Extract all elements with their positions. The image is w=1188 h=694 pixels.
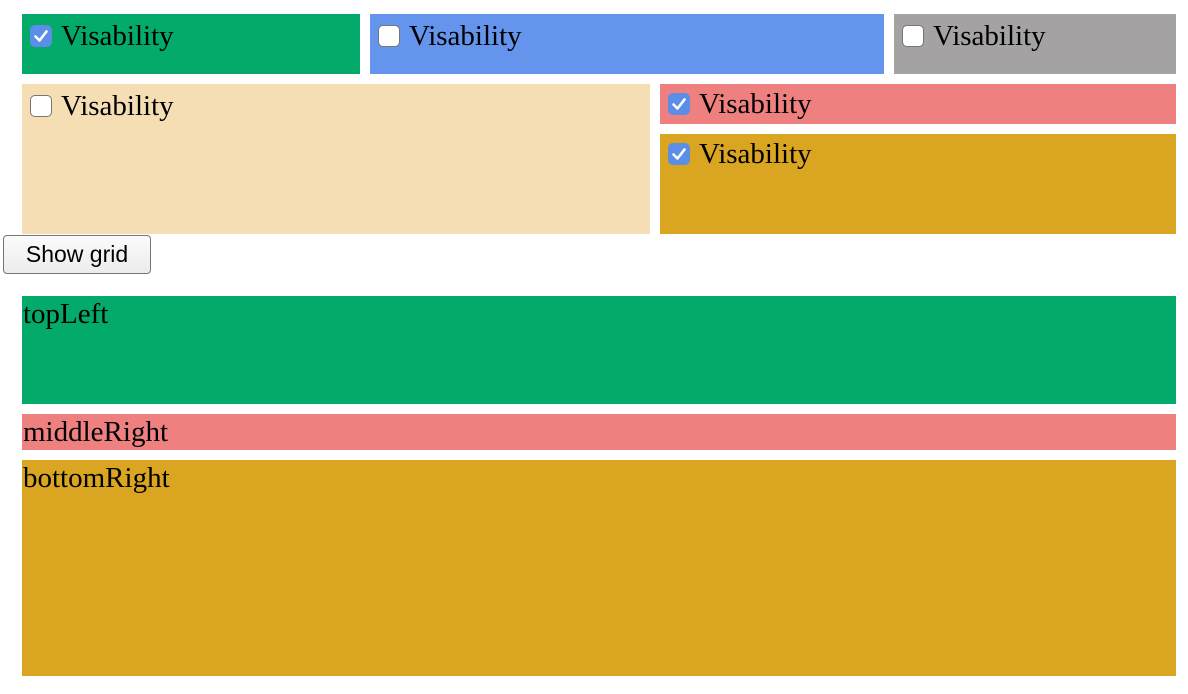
checkmark-icon <box>672 98 686 110</box>
middle-right-visibility-toggle[interactable]: Visability <box>668 87 812 121</box>
grid-area-middle-right: middleRight <box>22 414 1176 450</box>
middle-left-checkbox[interactable] <box>30 95 52 117</box>
bottom-right-visibility-label: Visability <box>699 138 812 170</box>
top-middle-panel: Visability <box>370 14 884 74</box>
grid-area-bottom-right: bottomRight <box>22 460 1176 676</box>
top-right-panel: Visability <box>894 14 1176 74</box>
bottom-right-panel: Visability <box>660 134 1176 234</box>
grid-area-top-left: topLeft <box>22 296 1176 404</box>
top-middle-visibility-label: Visability <box>409 20 522 52</box>
bottom-right-checkbox[interactable] <box>668 143 690 165</box>
top-left-panel: Visability <box>22 14 360 74</box>
bottom-right-visibility-toggle[interactable]: Visability <box>668 137 812 171</box>
middle-left-panel: Visability <box>22 84 650 234</box>
top-left-visibility-label: Visability <box>61 20 174 52</box>
middle-right-visibility-label: Visability <box>699 88 812 120</box>
grid-area-middle-right-label: middleRight <box>23 416 168 448</box>
show-grid-button[interactable]: Show grid <box>3 235 151 274</box>
middle-right-panel: Visability <box>660 84 1176 124</box>
grid-area-bottom-right-label: bottomRight <box>23 462 170 494</box>
top-right-checkbox[interactable] <box>902 25 924 47</box>
top-middle-checkbox[interactable] <box>378 25 400 47</box>
top-right-visibility-label: Visability <box>933 20 1046 52</box>
checkmark-icon <box>672 148 686 160</box>
top-left-visibility-toggle[interactable]: Visability <box>30 19 174 53</box>
grid-area-top-left-label: topLeft <box>23 298 109 330</box>
middle-right-checkbox[interactable] <box>668 93 690 115</box>
middle-left-visibility-label: Visability <box>61 90 174 122</box>
middle-left-visibility-toggle[interactable]: Visability <box>30 89 174 123</box>
top-left-checkbox[interactable] <box>30 25 52 47</box>
top-middle-visibility-toggle[interactable]: Visability <box>378 19 522 53</box>
top-right-visibility-toggle[interactable]: Visability <box>902 19 1046 53</box>
checkmark-icon <box>34 30 48 42</box>
